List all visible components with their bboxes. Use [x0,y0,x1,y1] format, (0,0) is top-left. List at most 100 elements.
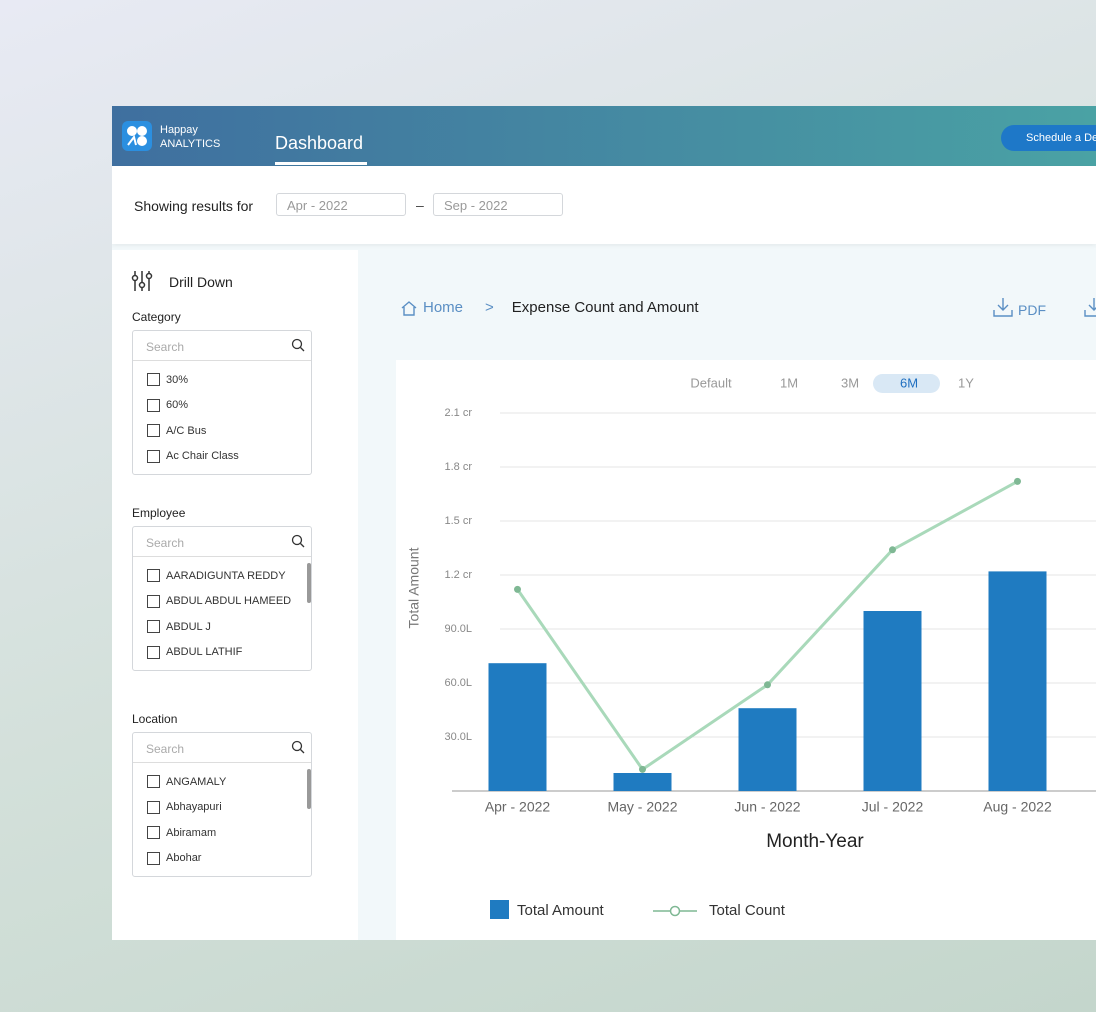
nav-tab[interactable]: Dashboard [275,133,364,153]
brand: Happay [160,124,198,136]
checkbox-item[interactable]: ABDUL ABDUL HAMEED [147,594,292,608]
x-tick-label: Apr - 2022 [485,799,551,815]
line-point [764,681,771,689]
y-tick-label: 30.0L [444,731,472,743]
checkbox [147,594,160,608]
range-button[interactable]: 1Y [958,375,974,390]
checkbox [147,569,160,582]
y-axis-title: Total Amount [406,547,422,628]
checkbox [147,424,160,437]
x-tick-label: Jul - 2022 [862,799,924,815]
checkbox-label: A/C Bus [166,424,207,437]
bar [488,663,547,791]
search-icon [291,534,305,553]
range-button[interactable]: 1M [780,375,798,390]
checkbox [147,826,160,839]
search-input[interactable]: Search [146,340,185,354]
logo [122,121,152,151]
range-button[interactable]: 6M [900,375,918,390]
checkbox-label: ANGAMALY [166,775,227,788]
search-input[interactable]: Search [146,536,185,550]
checkbox [147,775,160,788]
legend-marker [669,905,681,917]
checkbox-item[interactable]: Abiramam [147,826,216,839]
export-pdf[interactable]: PDF [992,296,1046,318]
line-point [639,765,646,773]
filter-box: Search 30% 60% A/C Bus Ac Chair Class [132,330,312,475]
checkbox-item[interactable]: Abhayapuri [147,800,222,814]
filter-box: Search AARADIGUNTA REDDY ABDUL ABDUL HAMEE… [132,526,312,671]
line-point [1014,477,1021,485]
filter-label: Showing results for [134,198,254,214]
y-tick-label: 1.8 cr [444,461,472,473]
export-label: PDF [1018,302,1046,318]
y-tick-label: 90.0L [444,623,472,635]
date-from[interactable]: Apr - 2022 [276,193,406,216]
bar [613,773,672,791]
divider [133,360,311,361]
download-icon[interactable] [1083,296,1096,318]
filter-icon [131,271,153,291]
checkbox-label: Abhayapuri [166,801,222,813]
bar [738,708,797,791]
checkbox-item[interactable]: Abohar [147,851,202,865]
checkbox [147,620,160,633]
x-tick-label: Aug - 2022 [983,799,1052,815]
checkbox-item[interactable]: 60% [147,398,189,412]
checkbox [147,373,160,386]
home-icon [401,300,417,316]
checkbox-item[interactable]: 30% [147,373,188,386]
date-to[interactable]: Sep - 2022 [433,193,563,216]
checkbox-label: 60% [166,399,189,411]
checkbox-item[interactable]: Ac Chair Class [147,449,239,463]
legend-swatch [490,900,509,919]
checkbox-item[interactable]: ANGAMALY [147,775,226,788]
breadcrumb: Home > Expense Count and Amount [400,299,699,316]
divider [133,556,311,557]
section-title: Location [132,712,178,726]
line-point [514,585,521,593]
checkbox [147,800,160,814]
search-input[interactable]: Search [146,742,185,756]
cta-button[interactable]: Schedule a De [1001,125,1096,151]
filter-bar: Showing results for Apr - 2022 – Sep - 2… [112,166,1096,244]
scrollbar [307,769,311,809]
range-active-bg [873,374,940,393]
range-button[interactable]: 3M [841,375,859,390]
bar [863,611,922,791]
y-tick-label: 2.1 cr [444,407,472,419]
checkbox-item[interactable]: AARADIGUNTA REDDY [147,569,286,582]
date-separator: – [416,197,424,213]
filter-box: Search ANGAMALY Abhayapuri Abiramam Abohar [132,732,312,877]
breadcrumb-home[interactable]: Home [423,299,464,316]
checkbox-label: ABDUL LATHIF [166,646,243,658]
checkbox-label: ABDUL ABDUL HAMEED [166,595,292,607]
section-title: Employee [132,506,186,520]
divider [133,762,311,763]
checkbox-label: 30% [166,373,189,386]
scrollbar [307,563,311,603]
checkbox [147,645,160,659]
checkbox-label: Abohar [166,852,202,864]
legend-label[interactable]: Total Count [709,902,786,919]
checkbox-label: Abiramam [166,826,217,839]
checkbox-label: AARADIGUNTA REDDY [166,569,286,582]
range-button[interactable]: Default [690,375,732,390]
x-axis-title: Month-Year [766,831,864,852]
checkbox-label: Ac Chair Class [166,450,239,462]
checkbox-item[interactable]: ABDUL J [147,620,211,633]
chart: Month-Year Total Amount Default 1M 3M 6M 1Y 3… [396,360,1096,940]
checkbox-item[interactable]: ABDUL LATHIF [147,645,243,659]
brand-sub: ANALYTICS [160,138,221,150]
sidebar: Drill Down Category Search 30% 60% A/C Bus Ac… [112,250,358,940]
y-tick-label: 60.0L [444,677,472,689]
download-icon [993,298,1013,317]
checkbox-label: ABDUL J [166,620,211,633]
search-icon [291,338,305,357]
legend-label[interactable]: Total Amount [517,902,605,919]
checkbox-item[interactable]: A/C Bus [147,424,206,437]
x-tick-label: Jun - 2022 [734,799,800,815]
y-tick-label: 1.5 cr [444,515,472,527]
tab-underline [275,162,367,165]
